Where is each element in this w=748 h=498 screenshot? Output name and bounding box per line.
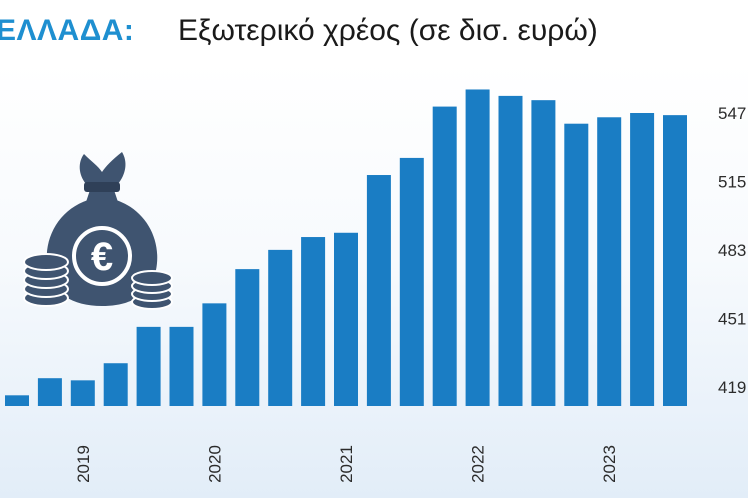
bar (136, 326, 161, 406)
y-tick-label: 419 (718, 378, 746, 397)
bar (301, 237, 326, 406)
chart-title-country: ΕΛΛΑΔΑ: (0, 14, 135, 47)
euro-symbol: € (91, 235, 113, 279)
chart-title-bar: ΕΛΛΑΔΑ: Εξωτερικό χρέος (σε δισ. ευρώ) (0, 0, 748, 62)
bar (103, 363, 128, 406)
x-year-label: 2022 (469, 445, 488, 483)
bar (5, 395, 29, 406)
x-year-label: 2020 (205, 445, 224, 483)
bar (465, 89, 490, 406)
bar (268, 249, 293, 406)
bar (399, 157, 424, 406)
bar (202, 303, 227, 406)
bar (70, 380, 95, 406)
bar (498, 95, 523, 407)
x-year-label: 2021 (337, 445, 356, 483)
bar-chart: 419 451 483 515 547 2019 2020 2021 2022 2023 (5, 89, 746, 483)
bar (366, 175, 391, 406)
money-bag-euro-icon: € (23, 152, 173, 310)
chart-area: 419 451 483 515 547 2019 2020 2021 2022 2023 € (0, 62, 748, 498)
bar (169, 326, 194, 406)
y-tick-label: 515 (718, 172, 746, 191)
y-tick-label: 483 (718, 241, 746, 260)
bar (597, 117, 622, 406)
bar (334, 232, 358, 406)
bar (663, 115, 687, 407)
bar (37, 378, 62, 406)
bar (531, 100, 556, 407)
y-tick-label: 451 (718, 309, 746, 328)
bar (235, 269, 260, 406)
x-year-label: 2023 (600, 445, 619, 483)
bar (630, 113, 655, 406)
bar (564, 123, 589, 407)
x-year-label: 2019 (74, 445, 93, 483)
y-tick-label: 547 (718, 104, 746, 123)
chart-title: Εξωτερικό χρέος (σε δισ. ευρώ) (178, 14, 598, 47)
bar (432, 106, 457, 407)
